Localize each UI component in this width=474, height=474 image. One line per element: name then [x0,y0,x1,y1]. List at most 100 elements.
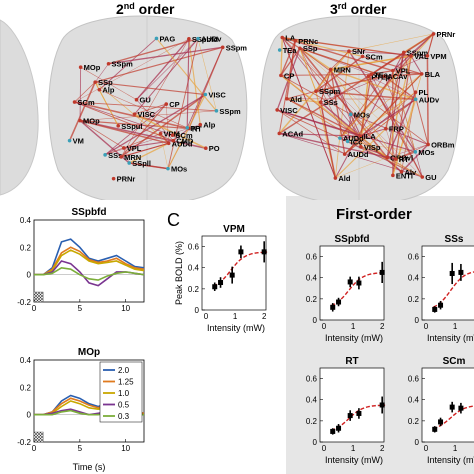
connections-second-order [68,38,224,170]
connection-line [339,33,434,139]
region-node [399,170,404,174]
region-node [342,152,347,156]
dose-y-tick: 0 [313,438,318,447]
region-node [369,72,374,77]
dose-y-tick: 0.4 [306,274,318,283]
connection-line [74,81,96,103]
connection-line [160,133,169,169]
connection-line [74,101,217,112]
region-label: FRP [389,125,404,134]
stimulus-block [33,431,44,443]
dose-y-tick: 0.2 [306,295,318,304]
x-tick-label: 5 [78,304,83,313]
y-tick-label: 0 [27,411,32,420]
dose-y-tick: 0.2 [408,295,420,304]
region-node [166,166,170,171]
dose-y-tick: 0.6 [408,375,420,384]
connection-line [387,144,429,158]
data-point [432,426,438,432]
connection-line [384,73,422,77]
dose-y-tick: 0 [415,316,420,325]
connection-line [74,101,174,142]
series-line [34,249,145,276]
brain-left-partial [0,19,39,196]
region-label: MOp [84,63,101,72]
connection-line [276,109,341,139]
data-point [438,302,444,308]
dose-xlabel: Intensity (mW) [427,455,474,465]
connection-line [280,75,351,115]
dose-y-tick: 0.6 [306,375,318,384]
region-node [413,97,418,102]
region-node [279,73,283,78]
region-label: PO [209,144,220,153]
connection-line [282,36,393,72]
connection-line [320,75,385,103]
region-node [121,146,126,150]
connection-line [392,70,416,152]
connection-line [74,101,173,136]
connection-line [134,38,199,115]
region-label: BLA [425,70,441,79]
region-node [391,173,395,178]
data-point [238,249,244,255]
legend-entry: 0.5 [118,401,130,410]
region-node [338,136,342,140]
region-label: PTLp [371,72,390,81]
timecourse-frame [33,359,145,443]
title-third-order: 3rd order [330,1,387,17]
connection-line [386,52,405,158]
x-tick-label: 0 [32,444,37,453]
region-label: SSpm [226,43,248,52]
connection-line [299,47,429,145]
region-label: Alp [102,86,115,95]
region-node [158,131,163,136]
region-label: SSpbfd [192,35,219,44]
connection-line [339,75,385,139]
region-label: MOp [83,117,100,126]
connection-line [348,33,434,52]
region-label: ORBvl [390,154,413,163]
region-node [413,90,418,94]
connection-line [276,109,416,153]
connection-line [347,91,416,142]
x-tick-label: 5 [78,444,83,453]
region-label: PF [190,124,200,133]
connection-line [286,40,296,99]
connection-line [95,81,206,96]
region-node [67,138,72,143]
connection-line [156,38,217,112]
connection-line [68,81,96,141]
region-label: SCm [78,98,95,107]
dose-frame [421,245,474,321]
connection-line [129,162,169,170]
region-node [318,100,323,105]
region-node [333,176,338,180]
connection-line [344,99,416,155]
region-label: SSpm [319,87,341,96]
region-node [203,92,208,97]
connection-line [286,98,423,178]
data-point [347,279,353,285]
region-label: PRNr [436,30,455,39]
region-label: MRN [124,153,141,162]
dose-x-tick: 1 [453,322,458,331]
dose-x-tick: 2 [262,312,267,321]
region-node [280,35,285,40]
region-node [132,112,137,116]
connection-line [392,55,428,71]
region-label: MOs [171,165,187,174]
region-node [164,102,169,106]
region-label: CMD [176,137,194,146]
region-label: VPL [127,144,142,153]
region-label: SSpm [112,60,134,69]
region-node [106,61,111,66]
connection-line [334,51,350,179]
region-node [409,54,413,58]
dose-x-tick: 1 [351,444,356,453]
data-point [347,413,353,419]
connection-line [386,91,417,158]
region-node [78,65,83,70]
connection-line [108,38,199,65]
connection-line [426,33,435,56]
